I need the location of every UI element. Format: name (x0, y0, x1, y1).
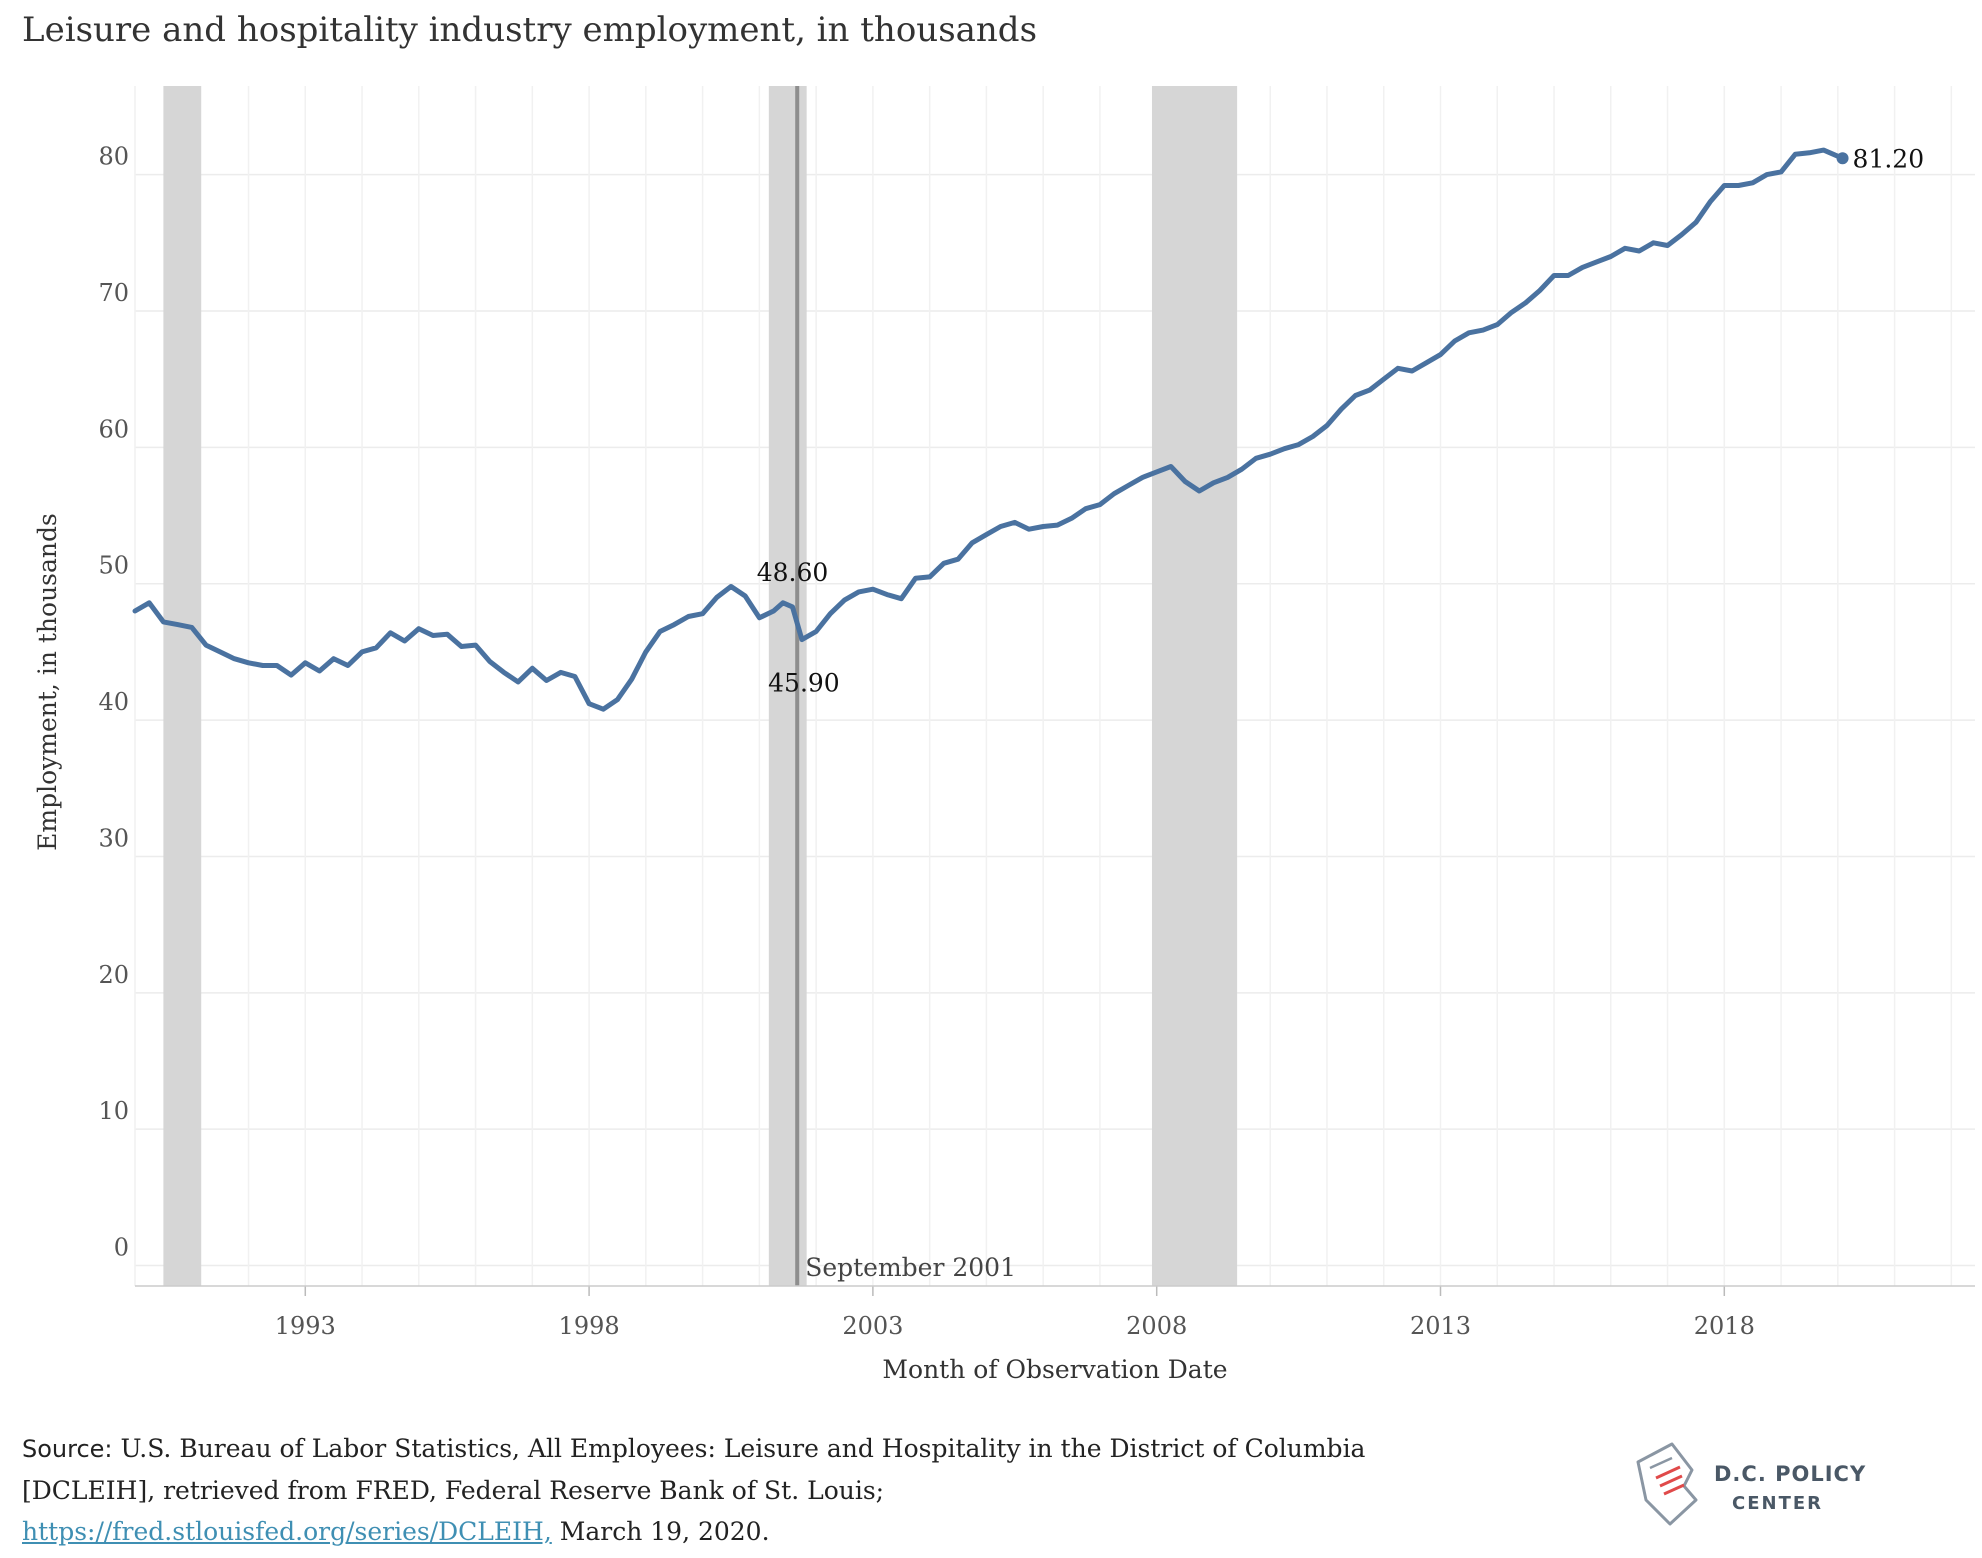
x-tick-label: 2013 (1410, 1312, 1471, 1340)
last-point-marker (1836, 152, 1849, 165)
source-note: Source: U.S. Bureau of Labor Statistics,… (22, 1428, 1502, 1552)
event-marker: September 2001 (795, 86, 1016, 1286)
annotation-label: 48.60 (757, 558, 829, 587)
source-line-2: [DCLEIH], retrieved from FRED, Federal R… (22, 1476, 885, 1505)
y-tick-label: 0 (114, 1234, 129, 1262)
logo-text-line-2: CENTER (1732, 1493, 1824, 1514)
chart-title: Leisure and hospitality industry employm… (22, 10, 1038, 50)
source-line-1: U.S. Bureau of Labor Statistics, All Emp… (120, 1434, 1366, 1463)
event-label: September 2001 (805, 1253, 1016, 1282)
y-axis-title: Employment, in thousands (33, 513, 62, 851)
logo-text-line-1: D.C. POLICY (1714, 1462, 1867, 1486)
recession-bands (163, 86, 1238, 1286)
chart-area: September 2001 48.60 45.90 81.20 0 10 20 30 40… (33, 86, 1975, 1384)
y-tick-label: 60 (98, 415, 129, 443)
x-tick-label: 1993 (275, 1312, 336, 1340)
y-tick-label: 70 (98, 279, 129, 307)
axes: 0 10 20 30 40 50 60 70 80 1993 1998 2003 2008 2013 201… (98, 143, 1975, 1340)
x-tick-label: 2018 (1694, 1312, 1755, 1340)
recession-band (768, 86, 807, 1286)
dc-policy-center-logo-icon (1636, 1442, 1698, 1526)
recession-band (1151, 86, 1238, 1286)
annotation-label: 45.90 (768, 669, 840, 698)
x-tick-label: 2003 (842, 1312, 903, 1340)
y-tick-label: 40 (98, 688, 129, 716)
annotations: 48.60 45.90 81.20 (757, 144, 1924, 697)
x-tick-label: 2008 (1126, 1312, 1187, 1340)
source-link[interactable]: https://fred.stlouisfed.org/series/DCLEI… (22, 1517, 552, 1546)
series-lines (132, 147, 1846, 712)
y-tick-label: 10 (98, 1097, 129, 1125)
annotation-label: 81.20 (1853, 144, 1925, 173)
x-tick-label: 1998 (559, 1312, 620, 1340)
y-tick-label: 20 (98, 961, 129, 989)
y-tick-label: 30 (98, 824, 129, 852)
y-tick-label: 50 (98, 552, 129, 580)
recession-band (163, 86, 202, 1286)
source-prefix: Source: (22, 1435, 113, 1463)
grid (134, 86, 1975, 1286)
series-line (132, 147, 1846, 712)
x-axis-title: Month of Observation Date (882, 1355, 1227, 1384)
y-tick-label: 80 (98, 143, 129, 171)
source-date: March 19, 2020. (559, 1517, 770, 1546)
